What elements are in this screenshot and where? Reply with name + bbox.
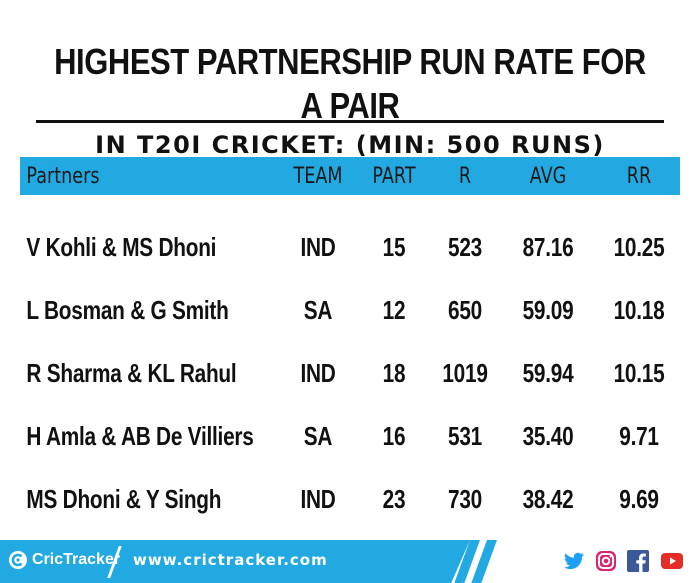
cell-rr: 9.71 (619, 421, 659, 451)
table-header-row: Partners TEAM PART R AVG RR (20, 157, 680, 195)
partnership-table: Partners TEAM PART R AVG RR V Kohli & MS… (20, 157, 680, 531)
cell-rr: 10.18 (613, 295, 665, 325)
cell-partners: L Bosman & G Smith (26, 295, 229, 325)
table-row: MS Dhoni & Y Singh IND 23 730 38.42 9.69 (20, 468, 680, 531)
table-row: L Bosman & G Smith SA 12 650 59.09 10.18 (20, 279, 680, 342)
cell-partners: H Amla & AB De Villiers (26, 421, 254, 451)
social-icons (562, 549, 683, 573)
youtube-icon[interactable] (658, 549, 683, 573)
table-row: V Kohli & MS Dhoni IND 15 523 87.16 10.2… (20, 216, 680, 279)
cell-part: 12 (382, 295, 406, 325)
brand-name: CricTracker (32, 551, 121, 568)
cell-rr: 9.69 (619, 484, 659, 514)
header-runs: R (458, 163, 472, 189)
cell-avg: 59.94 (522, 358, 574, 388)
cell-partners: R Sharma & KL Rahul (26, 358, 237, 388)
header-team: TEAM (293, 163, 343, 189)
cell-rr: 10.15 (613, 358, 665, 388)
cell-part: 18 (382, 358, 406, 388)
footer-bar (0, 540, 470, 583)
header-avg: AVG (529, 163, 567, 189)
header-rr: RR (626, 163, 652, 189)
cell-avg: 35.40 (522, 421, 574, 451)
cell-part: 16 (382, 421, 406, 451)
cell-part: 23 (382, 484, 406, 514)
cell-avg: 87.16 (522, 232, 574, 262)
cell-runs: 531 (448, 421, 482, 451)
header-part: PART (372, 163, 416, 189)
twitter-icon[interactable] (562, 549, 586, 573)
table-body: V Kohli & MS Dhoni IND 15 523 87.16 10.2… (20, 216, 680, 531)
cell-team: SA (303, 295, 333, 325)
table-row: H Amla & AB De Villiers SA 16 531 35.40 … (20, 405, 680, 468)
cell-team: IND (300, 484, 336, 514)
cell-runs: 730 (448, 484, 482, 514)
title-divider (36, 120, 664, 123)
website-link[interactable]: www.crictracker.com (133, 551, 328, 569)
cell-runs: 1019 (442, 358, 488, 388)
instagram-icon[interactable] (594, 549, 618, 573)
title-line-1: HIGHEST PARTNERSHIP RUN RATE FOR A PAIR (54, 41, 646, 126)
cell-team: IND (300, 358, 336, 388)
brand-logo[interactable]: CricTracker (8, 550, 120, 570)
footer: CricTracker www.crictracker.com (0, 540, 700, 583)
cell-part: 15 (382, 232, 406, 262)
cell-avg: 38.42 (522, 484, 574, 514)
cell-partners: V Kohli & MS Dhoni (26, 232, 217, 262)
title-block: HIGHEST PARTNERSHIP RUN RATE FOR A PAIR … (0, 40, 700, 160)
cell-team: SA (303, 421, 333, 451)
facebook-icon[interactable] (626, 549, 650, 573)
cell-team: IND (300, 232, 336, 262)
table-row: R Sharma & KL Rahul IND 18 1019 59.94 10… (20, 342, 680, 405)
header-partners: Partners (26, 163, 100, 189)
cell-rr: 10.25 (613, 232, 665, 262)
cell-runs: 650 (448, 295, 482, 325)
cell-runs: 523 (448, 232, 482, 262)
title-line-2: IN T20I CRICKET: (MIN: 500 RUNS) (95, 131, 605, 159)
crictracker-logo-icon (9, 551, 27, 569)
cell-partners: MS Dhoni & Y Singh (26, 484, 222, 514)
cell-avg: 59.09 (522, 295, 574, 325)
